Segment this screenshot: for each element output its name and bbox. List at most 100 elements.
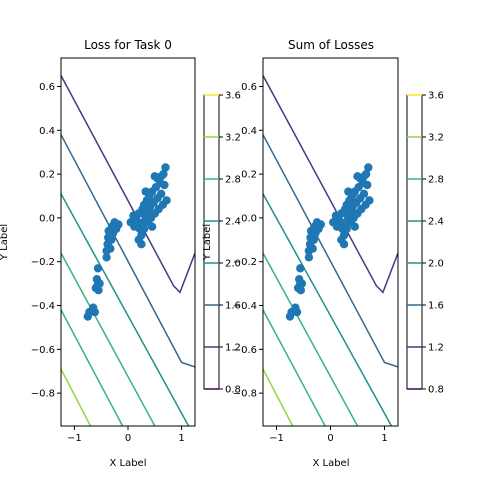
x-axis-label: X Label xyxy=(109,458,146,469)
contour-line-2-8 xyxy=(61,309,124,426)
scatter-point xyxy=(353,172,362,181)
scatter-point xyxy=(161,163,170,172)
scatter-point xyxy=(150,172,159,181)
colorbar-tick-label: 2.0 xyxy=(428,259,444,270)
colorbar-tick-label: 2.8 xyxy=(428,175,444,186)
colorbar: 0.8 1.2 1.6 2.0 2.4 2.8 3.2 3.6 xyxy=(406,91,444,396)
contour-line-2 xyxy=(263,193,393,426)
scatter-point xyxy=(162,196,171,205)
x-tick-label: 1 xyxy=(178,433,184,444)
scatter-point xyxy=(296,286,305,295)
scatter-point xyxy=(308,244,317,253)
scatter-point xyxy=(157,189,166,198)
y-tick-label: 0.0 xyxy=(241,213,257,224)
contour-line-3-2 xyxy=(61,368,92,426)
scatter-point xyxy=(141,187,150,196)
contour-line-1-2 xyxy=(61,75,195,294)
scatter-point xyxy=(359,172,369,181)
scatter-point xyxy=(359,189,369,198)
contour-line-1-2 xyxy=(263,75,398,294)
y-tick-label: 0.2 xyxy=(39,170,55,181)
colorbar-tick-label: 1.2 xyxy=(225,343,241,354)
scatter-point xyxy=(337,235,346,244)
scatter-point xyxy=(309,235,318,244)
colorbar-frame xyxy=(406,94,423,390)
y-tick-label: 0.6 xyxy=(241,82,257,93)
panel-title: Sum of Losses xyxy=(288,38,374,52)
y-tick-label: 0.4 xyxy=(39,126,55,137)
y-tick-label: −0.4 xyxy=(31,301,55,312)
plot-area xyxy=(263,75,398,426)
colorbar-tick-label: 1.6 xyxy=(428,301,444,312)
colorbar-tick-label: 1.2 xyxy=(428,343,444,354)
y-tick-label: −0.8 xyxy=(233,389,257,400)
y-tick-label: −0.4 xyxy=(233,301,257,312)
scatter-point xyxy=(363,180,372,190)
colorbar-tick-label: 2.4 xyxy=(225,217,241,228)
panel-task0: Loss for Task 0 −1 0 1 −0.8 −0.6 −0.4 −0.2 0.0 0… xyxy=(0,38,241,469)
y-tick-label: −0.2 xyxy=(31,257,55,268)
scatter-point xyxy=(350,222,359,231)
y-axis-label: Y Label xyxy=(202,224,213,261)
x-tick-label: −1 xyxy=(67,433,82,444)
y-axis-label: Y Label xyxy=(0,224,10,261)
contour-line-2-4 xyxy=(263,252,359,426)
scatter-point xyxy=(157,172,166,181)
colorbar-tick-label: 2.8 xyxy=(225,175,241,186)
scatter-point xyxy=(139,224,149,234)
scatter-point xyxy=(94,286,103,295)
colorbar-tick-label: 0.8 xyxy=(428,385,444,396)
scatter-point xyxy=(304,253,314,262)
plot-area xyxy=(61,75,195,426)
scatter-point xyxy=(296,264,305,273)
scatter-point xyxy=(107,235,116,244)
y-tick-label: 0.2 xyxy=(241,170,257,181)
y-tick-label: −0.2 xyxy=(233,257,257,268)
axis-ticks: −1 0 1 −0.8 −0.6 −0.4 −0.2 0.0 0.2 0.4 0.6 xyxy=(233,82,388,444)
scatter-point xyxy=(95,279,104,288)
scatter-point xyxy=(93,264,103,273)
colorbar-tick-label: 2.0 xyxy=(225,259,241,270)
scatter-point xyxy=(297,279,307,288)
x-axis-label: X Label xyxy=(312,458,349,469)
x-tick-label: 0 xyxy=(125,433,131,444)
y-tick-label: 0.4 xyxy=(241,126,257,137)
scatter-point xyxy=(102,253,111,262)
y-tick-label: −0.8 xyxy=(31,389,55,400)
y-tick-label: −0.6 xyxy=(233,345,257,356)
colorbar-tick-label: 3.2 xyxy=(225,133,241,144)
scatter-point xyxy=(342,224,351,234)
scatter-point xyxy=(365,196,374,205)
scatter-point xyxy=(364,163,373,172)
colorbar-tick-label: 3.6 xyxy=(225,91,241,102)
panel-title: Loss for Task 0 xyxy=(84,38,172,52)
contour-line-2-4 xyxy=(61,252,156,426)
contour-line-1-6 xyxy=(61,134,195,368)
colorbar-tick-label: 3.6 xyxy=(428,91,444,102)
scatter-point xyxy=(316,220,325,229)
scatter-point xyxy=(147,222,157,231)
scatter-point xyxy=(344,187,353,196)
y-tick-label: 0.0 xyxy=(39,213,55,224)
scatter-point xyxy=(90,307,100,317)
colorbar-tick-label: 2.4 xyxy=(428,217,444,228)
x-tick-label: −1 xyxy=(269,433,284,444)
y-tick-label: 0.6 xyxy=(39,82,55,93)
colorbar: 0.8 1.2 1.6 2.0 2.4 2.8 3.2 3.6 xyxy=(203,91,241,396)
y-tick-label: −0.6 xyxy=(31,345,55,356)
contour-line-2-8 xyxy=(263,309,326,426)
axis-ticks: −1 0 1 −0.8 −0.6 −0.4 −0.2 0.0 0.2 0.4 0.6 xyxy=(31,82,185,444)
x-tick-label: 0 xyxy=(327,433,333,444)
colorbar-tick-label: 0.8 xyxy=(225,385,241,396)
scatter-point xyxy=(160,180,169,190)
contour-line-3-2 xyxy=(263,368,294,426)
scatter-point xyxy=(114,220,123,229)
scatter-point xyxy=(292,307,302,317)
contour-group xyxy=(263,75,398,426)
contour-line-1-6 xyxy=(263,134,398,368)
x-tick-label: 1 xyxy=(381,433,387,444)
scatter-point xyxy=(134,235,143,244)
colorbar-tick-label: 1.6 xyxy=(225,301,241,312)
scatter-point xyxy=(106,244,115,253)
